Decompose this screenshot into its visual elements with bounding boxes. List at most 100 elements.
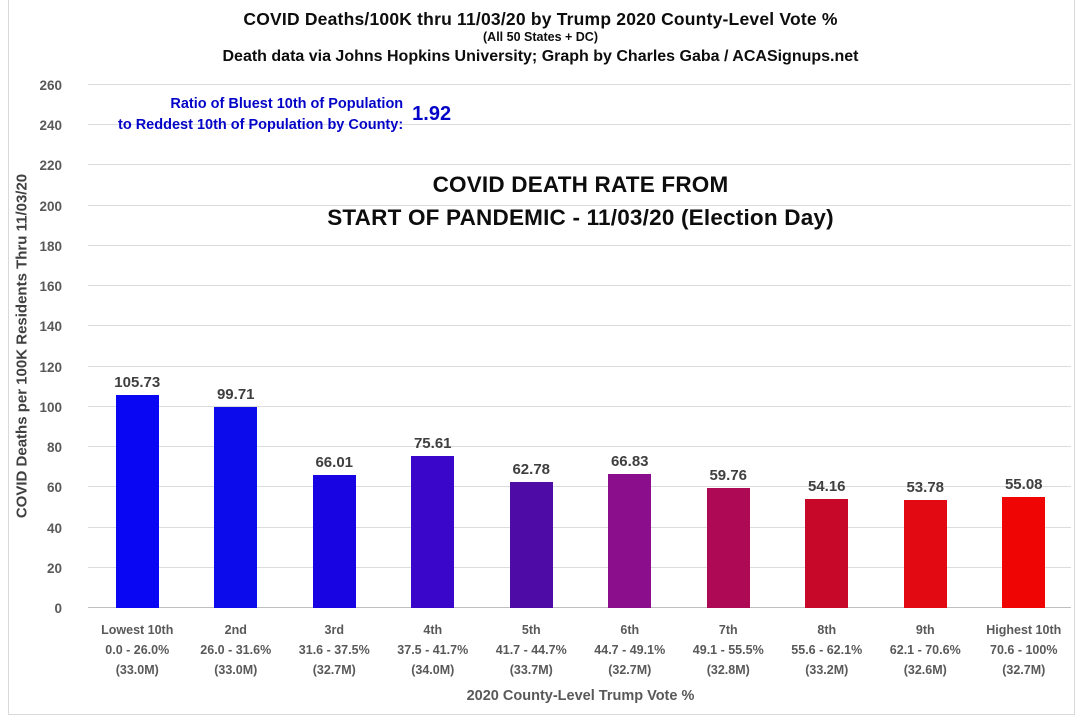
page-subtitle: (All 50 States + DC) [483,30,598,44]
category-range: 37.5 - 41.7% [397,643,469,657]
bar-value-label: 66.83 [610,452,649,470]
gridline [88,486,1071,488]
bar-value-label: 62.78 [512,460,551,478]
y-tick-label: 260 [39,78,62,93]
category-label: Highest 10th 70.6 - 100% (32.7M) [975,620,1074,680]
category-population: (32.7M) [312,663,356,677]
bar-column: 62.78 [482,461,581,608]
y-tick-label: 220 [39,158,62,174]
gridline [88,526,1071,528]
bar-value-label: 99.71 [216,386,255,404]
chart-title-line1: COVID DEATH RATE FROM [432,172,729,197]
category-name: 8th [817,623,837,637]
category-population: (33.0M) [214,663,258,677]
category-range: 31.6 - 37.5% [298,643,370,657]
category-population: (33.2M) [805,663,849,677]
plot-area: 105.73 99.71 66.01 75.61 62.78 66.83 59.76 54.1… [88,84,1073,608]
y-tick-label: 240 [39,118,62,134]
bar-value-label: 53.78 [906,478,945,496]
category-name: 6th [620,623,640,637]
bar [805,499,849,608]
y-tick-label: 80 [46,440,62,456]
category-label: 4th 37.5 - 41.7% (34.0M) [384,620,483,680]
category-label: 6th 44.7 - 49.1% (32.7M) [581,620,680,680]
gridline [88,325,1071,327]
bar-value-label: 55.08 [1004,476,1043,494]
category-population: (32.7M) [1002,663,1046,677]
y-tick-label: 200 [39,198,62,214]
category-label: 5th 41.7 - 44.7% (33.7M) [482,620,581,680]
bars-row: 105.73 99.71 66.01 75.61 62.78 66.83 59.76 54.1… [88,85,1073,608]
y-axis-title: COVID Deaths per 100K Residents Thru 11/… [13,173,31,519]
ratio-label-line1: Ratio of Bluest 10th of Population [170,96,404,112]
x-axis-title: 2020 County-Level Trump Vote % [466,688,695,704]
y-tick-label: 60 [46,480,62,496]
category-population: (33.0M) [115,663,159,677]
bar-value-label: 105.73 [114,374,161,392]
gridline [88,405,1071,407]
credit-line: Death data via Johns Hopkins University;… [222,48,859,65]
category-population: (32.7M) [608,663,652,677]
ratio-label-line2: to Reddest 10th of Population by County: [118,117,404,133]
category-label: 9th 62.1 - 70.6% (32.6M) [876,620,975,680]
category-name: 7th [718,623,738,637]
category-label: Lowest 10th 0.0 - 26.0% (33.0M) [88,620,187,680]
bar-column: 66.83 [581,453,680,608]
category-name: 3rd [324,623,344,637]
category-range: 44.7 - 49.1% [594,643,666,657]
gridline [88,244,1071,246]
bar-column: 99.71 [187,386,286,608]
category-name: 5th [521,623,541,637]
y-tick-label: 20 [46,560,62,576]
category-population: (32.6M) [903,663,947,677]
bar [608,473,652,608]
gridline [88,124,1071,126]
category-range: 41.7 - 44.7% [495,643,567,657]
gridline [88,365,1071,367]
y-tick-label: 160 [39,279,62,295]
bar [214,407,258,608]
category-label: 7th 49.1 - 55.5% (32.8M) [679,620,778,680]
bar-column: 54.16 [778,478,877,608]
bar [411,455,455,608]
category-name: 4th [423,623,443,637]
gridline [88,164,1071,166]
bar-column: 66.01 [285,454,384,608]
gridline [88,566,1071,568]
category-range: 62.1 - 70.6% [889,643,961,657]
bar [312,475,356,608]
category-range: 70.6 - 100% [990,643,1058,657]
gridline [88,446,1071,448]
gridline [88,84,1071,85]
category-label: 2nd 26.0 - 31.6% (33.0M) [187,620,286,680]
category-name: 2nd [224,623,247,637]
bar-column: 55.08 [975,476,1074,608]
bar [115,395,159,608]
ratio-annotation: Ratio of Bluest 10th of Population to Re… [118,94,451,136]
bar-value-label: 54.16 [807,478,846,496]
category-row: Lowest 10th 0.0 - 26.0% (33.0M) 2nd 26.0 - 3… [88,620,1073,680]
bar-value-label: 75.61 [413,434,452,452]
bar [1002,497,1046,608]
category-name: Highest 10th [986,623,1062,637]
chart-title: COVID DEATH RATE FROM START OF PANDEMIC … [90,168,1071,234]
ratio-label: Ratio of Bluest 10th of Population to Re… [118,94,403,136]
ratio-value: 1.92 [412,102,452,125]
gridline [88,204,1071,206]
y-tick-label: 180 [39,238,62,254]
y-tick-label: 100 [39,399,62,415]
category-range: 26.0 - 31.6% [200,643,272,657]
category-population: (33.7M) [509,663,553,677]
category-range: 0.0 - 26.0% [105,643,170,657]
category-range: 49.1 - 55.5% [692,643,764,657]
y-tick-label: 40 [46,520,62,536]
gridline [88,285,1071,287]
category-name: 9th [915,623,935,637]
bar-column: 59.76 [679,467,778,608]
page-title: COVID Deaths/100K thru 11/03/20 by Trump… [243,9,838,29]
y-tick-label: 0 [54,601,62,616]
category-label: 8th 55.6 - 62.1% (33.2M) [778,620,877,680]
y-axis-ticks: 0 20 40 60 80 100 120 140 160 180 200 220 240 260 [0,78,72,616]
category-label: 3rd 31.6 - 37.5% (32.7M) [285,620,384,680]
x-axis-line [88,607,1071,608]
